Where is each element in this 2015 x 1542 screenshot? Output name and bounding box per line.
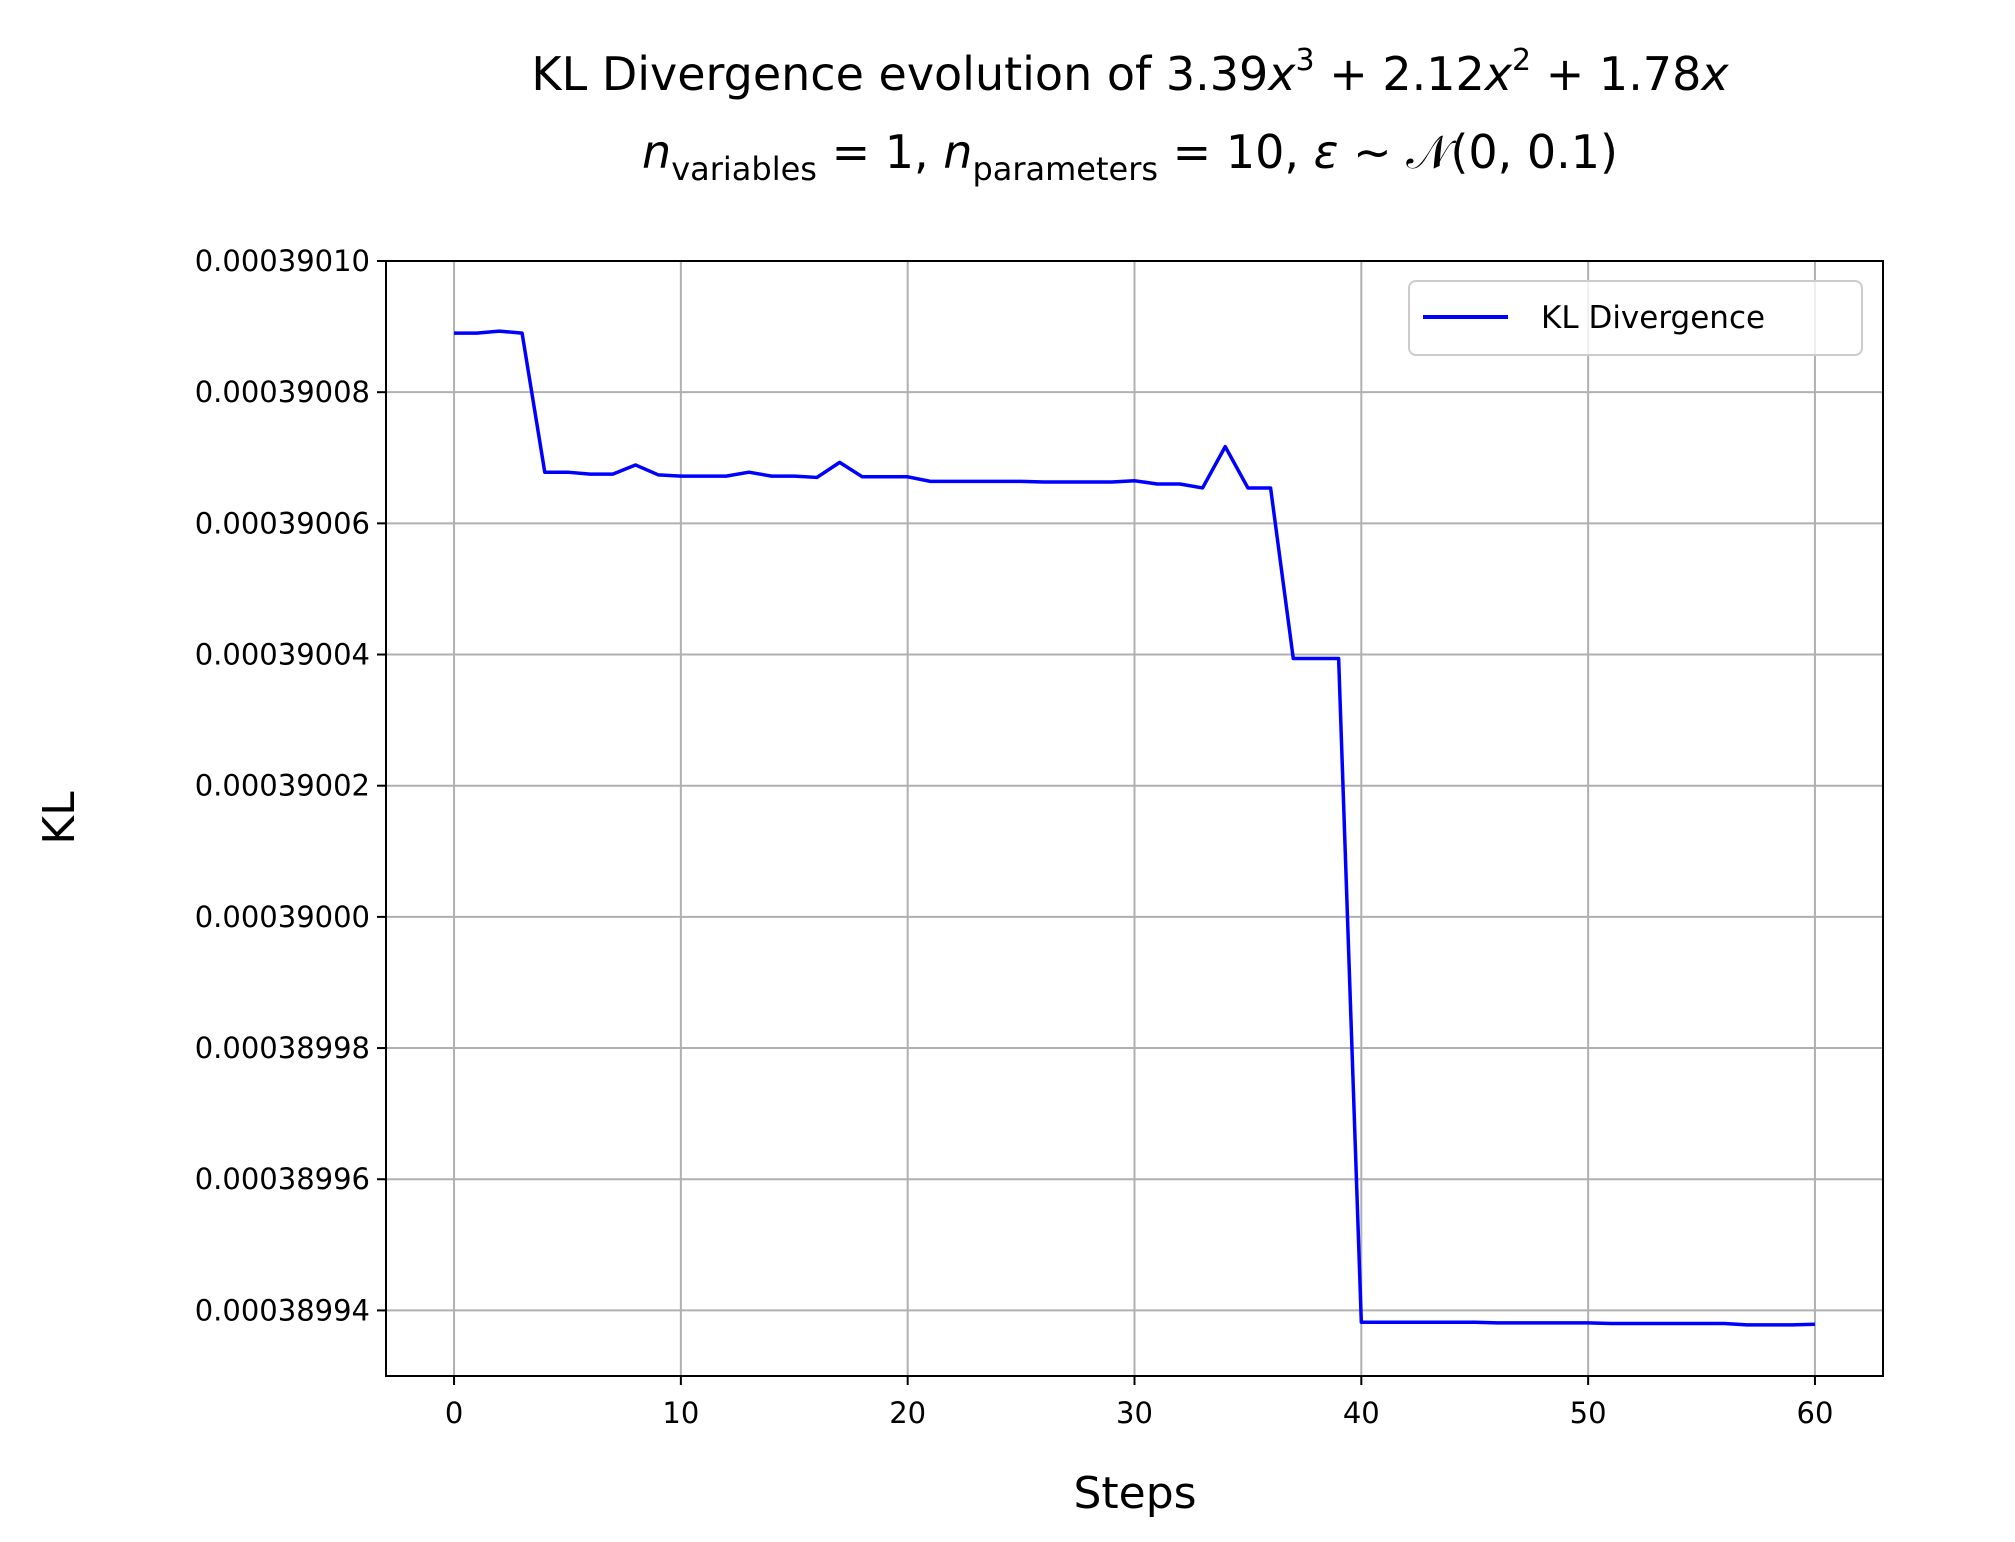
title-n-params: n — [943, 125, 972, 179]
title-var-x-3: x — [1699, 47, 1729, 101]
title-coef-1: 1.78 — [1599, 47, 1701, 101]
x-tick-label: 0 — [445, 1396, 463, 1430]
y-tick-label: 0.00038996 — [195, 1162, 370, 1196]
y-axis: 0.00038994 0.00038996 0.00038998 0.00039000… — [195, 244, 386, 1327]
legend: KL Divergence — [1408, 280, 1863, 356]
x-axis: 0 10 20 30 40 50 60 — [445, 1376, 1834, 1430]
title-sub-variables: variables — [671, 150, 817, 188]
title-var-x: x — [1266, 47, 1296, 101]
x-tick-label: 30 — [1116, 1396, 1153, 1430]
title-dist: (0, 0.1) — [1450, 125, 1618, 179]
legend-label-kl-divergence: KL Divergence — [1541, 300, 1765, 336]
title-coef-2: 2.12 — [1382, 47, 1484, 101]
title-epsilon: ε — [1314, 125, 1339, 179]
chart-title-line-2: nvariables = 1, nparameters = 10, ε ~ 𝒩(… — [642, 125, 1618, 188]
x-gridlines — [453, 261, 1816, 1376]
x-axis-label: Steps — [1073, 1468, 1196, 1519]
y-axis-label: KL — [34, 791, 85, 845]
title-exp-3: 3 — [1295, 43, 1314, 78]
y-tick-label: 0.00039006 — [195, 506, 370, 540]
y-gridlines — [386, 260, 1883, 1312]
title-eq-vars: = 1, — [817, 125, 943, 179]
series-line-kl-divergence — [454, 329, 1816, 1327]
y-tick-label: 0.00038994 — [195, 1293, 370, 1327]
title-plus-1: + — [1315, 47, 1383, 101]
x-tick-label: 10 — [662, 1396, 699, 1430]
y-tick-label: 0.00039004 — [195, 638, 370, 672]
plot-area — [385, 260, 1884, 1377]
chart-title-line-1: KL Divergence evolution of 3.39x3 + 2.12… — [531, 43, 1729, 101]
title-plus-2: + — [1531, 47, 1599, 101]
y-tick-label: 0.00039010 — [195, 244, 370, 278]
x-tick-label: 60 — [1797, 1396, 1834, 1430]
title-sub-parameters: parameters — [972, 150, 1158, 188]
x-tick-label: 50 — [1570, 1396, 1607, 1430]
legend-box — [1408, 280, 1863, 356]
title-eq-params: = 10, — [1158, 125, 1314, 179]
title-n-vars: n — [642, 125, 671, 179]
x-tick-label: 40 — [1343, 1396, 1380, 1430]
title-normal: 𝒩 — [1406, 125, 1457, 179]
x-tick-label: 20 — [889, 1396, 926, 1430]
y-tick-label: 0.00038998 — [195, 1031, 370, 1065]
y-tick-label: 0.00039002 — [195, 769, 370, 803]
title-prefix: KL Divergence evolution of — [531, 47, 1165, 101]
y-tick-label: 0.00039008 — [195, 375, 370, 409]
title-coef-3: 3.39 — [1166, 47, 1268, 101]
y-tick-label: 0.00039000 — [195, 900, 370, 934]
title-exp-2: 2 — [1512, 43, 1531, 78]
title-var-x-2: x — [1483, 47, 1513, 101]
series-layer — [454, 329, 1816, 1327]
title-tilde: ~ — [1339, 125, 1407, 179]
